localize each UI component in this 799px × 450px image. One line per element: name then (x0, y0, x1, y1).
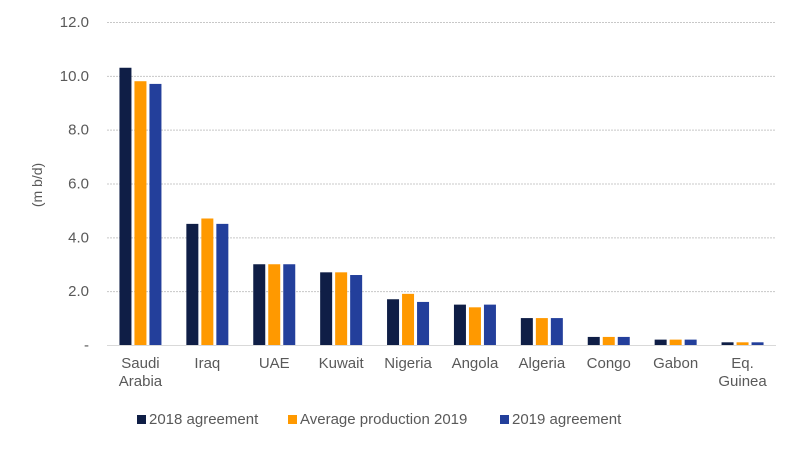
x-tick-label-line: Algeria (518, 355, 565, 372)
y-tick-label: 10.0 (60, 68, 89, 85)
y-tick-label: 12.0 (60, 14, 89, 31)
y-tick-label: 4.0 (68, 229, 89, 246)
bar (417, 301, 430, 345)
bar (283, 264, 296, 345)
y-tick-label: - (84, 337, 89, 354)
bar (253, 264, 266, 345)
bar (535, 318, 548, 345)
legend-item-2019-agreement: 2019 agreement (500, 411, 621, 428)
bar (402, 293, 415, 345)
x-tick-label-line: Guinea (718, 373, 767, 390)
bar (736, 342, 749, 345)
x-tick-label-line: UAE (259, 355, 290, 372)
x-tick-label: Nigeria (384, 355, 432, 372)
gridlines: - 2.0 4.0 6.0 8.0 10.0 12.0 (60, 14, 776, 354)
x-tick-label-line: Saudi (121, 355, 159, 372)
x-tick-label: Iraq (194, 355, 220, 372)
x-tick-label-line: Kuwait (319, 355, 365, 372)
bar (387, 299, 400, 345)
bar (587, 336, 600, 345)
bar (335, 272, 348, 345)
x-tick-label: UAE (259, 355, 290, 372)
bar (320, 272, 333, 345)
x-tick-label-line: Congo (587, 355, 631, 372)
x-tick-label-line: Nigeria (384, 355, 432, 372)
legend-swatch (288, 415, 297, 424)
bar (602, 336, 615, 345)
legend-label: 2019 agreement (512, 411, 622, 428)
x-tick-label: Kuwait (319, 355, 365, 372)
x-tick-label: Angola (452, 355, 499, 372)
bar-chart: - 2.0 4.0 6.0 8.0 10.0 12.0 (m b/d) Saudi Arabi… (29, 14, 776, 390)
y-tick-label: 8.0 (68, 122, 89, 139)
legend: 2018 agreement Average production 2019 2… (0, 411, 799, 433)
bar (751, 342, 764, 345)
x-tick-label-line: Arabia (119, 373, 163, 390)
bar (684, 339, 697, 345)
y-tick-label: 2.0 (68, 283, 89, 300)
legend-item-2018-agreement: 2018 agreement (137, 411, 258, 428)
x-tick-label-line: Eq. (731, 355, 754, 372)
bars (119, 67, 764, 346)
legend-label: Average production 2019 (300, 411, 468, 428)
y-axis-label: (m b/d) (29, 163, 45, 207)
legend-label: 2018 agreement (149, 411, 259, 428)
bar (617, 336, 630, 345)
bar (149, 83, 162, 346)
bar (134, 81, 147, 345)
legend-swatch (500, 415, 509, 424)
y-tick-label: 6.0 (68, 176, 89, 193)
x-tick-label: Saudi Arabia (119, 355, 163, 390)
x-tick-label-line: Gabon (653, 355, 698, 372)
x-axis-categories: Saudi Arabia Iraq UAE Kuwait Nigeria Angola Alg… (119, 355, 768, 390)
x-tick-label-line: Iraq (194, 355, 220, 372)
bar (186, 223, 199, 345)
bar (268, 264, 281, 345)
bar (483, 304, 496, 345)
bar (721, 342, 734, 345)
bar (520, 318, 533, 345)
bar (468, 307, 481, 345)
legend-swatch (137, 415, 146, 424)
x-tick-label: Congo (587, 355, 631, 372)
x-tick-label: Eq. Guinea (718, 355, 767, 390)
bar (216, 223, 229, 345)
bar (453, 304, 466, 345)
x-tick-label: Algeria (518, 355, 565, 372)
legend-item-average-production-2019: Average production 2019 (288, 411, 467, 428)
bar (669, 339, 682, 345)
bar (201, 218, 214, 345)
x-tick-label: Gabon (653, 355, 698, 372)
bar (654, 339, 667, 345)
x-tick-label-line: Angola (452, 355, 499, 372)
bar (550, 318, 563, 345)
bar (350, 275, 363, 345)
bar (119, 67, 132, 345)
